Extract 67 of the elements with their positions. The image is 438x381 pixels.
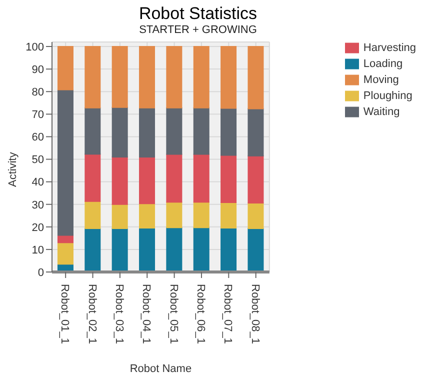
chart-title: Robot Statistics (138, 4, 258, 24)
x-tick-label: Robot_01_1 (58, 284, 71, 344)
bar (248, 202, 264, 229)
bar (166, 46, 182, 108)
y-tick-label: 90 (32, 64, 44, 76)
y-tick-label: 50 (32, 154, 44, 166)
bar (166, 202, 182, 228)
legend-label: Loading (363, 58, 403, 70)
bar (57, 242, 74, 265)
bar (112, 106, 128, 158)
bar (139, 203, 156, 229)
bar (166, 154, 182, 203)
bar (193, 154, 210, 203)
bar (248, 155, 264, 204)
x-tick-label: Robot_08_1 (248, 284, 261, 344)
bar (112, 204, 128, 229)
x-tick-label: Robot_05_1 (167, 284, 180, 344)
legend-label: Waiting (363, 106, 400, 118)
bar (193, 46, 210, 108)
bar (193, 202, 210, 228)
bar (220, 108, 237, 156)
bar (84, 107, 101, 155)
x-tick-label: Robot_04_1 (140, 284, 152, 344)
y-tick-label: 20 (32, 222, 44, 234)
y-tick-label: 30 (32, 199, 44, 212)
bar (139, 156, 156, 204)
legend-label: Ploughing (363, 90, 412, 102)
y-tick-label: 10 (32, 244, 44, 256)
bar (84, 154, 101, 202)
bar (139, 228, 156, 272)
bar (57, 46, 74, 90)
bar (220, 202, 237, 229)
x-axis-title: Robot Name (130, 363, 192, 375)
y-axis-title: Activity (6, 152, 19, 187)
y-tick-label: 40 (32, 176, 44, 189)
bar (84, 228, 101, 272)
bar (112, 156, 128, 205)
y-tick-label: 0 (38, 266, 44, 279)
bar (220, 46, 237, 109)
bar (220, 228, 237, 272)
bar (248, 46, 264, 110)
y-tick-label: 60 (32, 132, 44, 144)
x-tick-label: Robot_02_1 (86, 284, 98, 344)
bar (193, 227, 210, 272)
bar (193, 107, 210, 155)
x-tick-label: Robot_07_1 (222, 284, 234, 344)
bar (112, 46, 128, 108)
bar (166, 227, 182, 272)
x-tick-label: Robot_06_1 (194, 284, 206, 344)
bar (84, 200, 101, 229)
legend-label: Harvesting (363, 42, 416, 54)
bar (57, 89, 74, 236)
bar (57, 234, 74, 244)
bar (166, 107, 182, 155)
bar (84, 46, 101, 108)
bar (220, 154, 237, 204)
legend-label: Moving (363, 74, 399, 86)
y-tick-label: 70 (32, 109, 44, 122)
chart-subtitle: STARTER + GROWING (138, 24, 258, 36)
bar (139, 107, 156, 158)
x-tick-label: Robot_03_1 (112, 284, 125, 344)
bar (139, 46, 156, 108)
y-tick-label: 80 (32, 86, 44, 99)
y-tick-label: 100 (26, 41, 44, 54)
bar (112, 228, 128, 272)
bar (248, 228, 264, 272)
bar (248, 108, 264, 156)
